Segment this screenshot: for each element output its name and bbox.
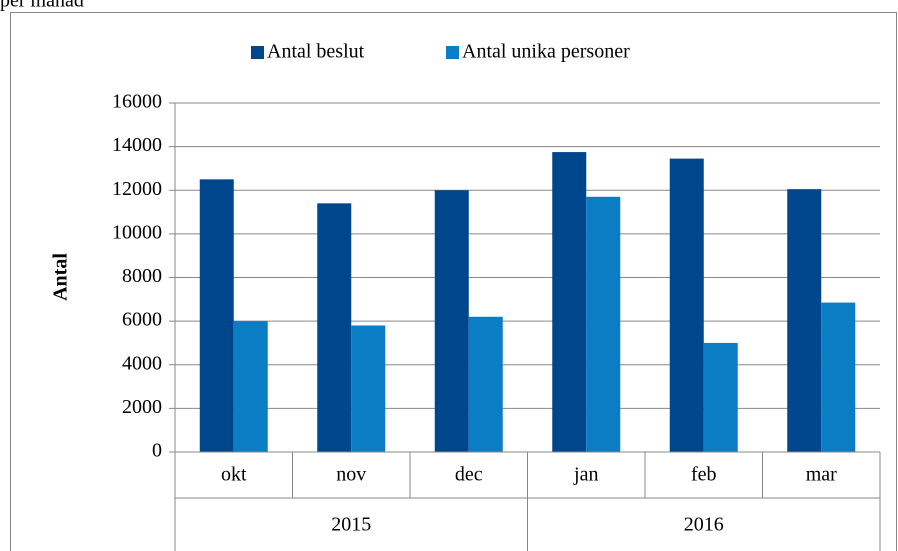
legend-label: Antal unika personer [462,41,630,63]
bar [233,321,268,452]
bar [351,325,386,452]
x-tick-label: dec [455,464,483,486]
legend-swatch [251,46,264,59]
bar [703,342,738,452]
bar [199,179,234,452]
y-tick-label: 6000 [122,309,162,331]
y-tick-label: 4000 [122,352,162,374]
x-tick-label: jan [573,464,598,486]
y-tick-label: 12000 [112,178,162,200]
x-tick-label: feb [691,464,717,486]
legend-swatch [446,46,459,59]
x-tick-label: nov [336,464,366,486]
bar [552,152,587,452]
x-group-label: 2015 [331,514,371,536]
y-tick-label: 16000 [112,91,162,113]
bar [317,203,352,452]
x-tick-label: mar [806,464,837,486]
y-tick-label: 8000 [122,265,162,287]
bar [669,158,704,452]
x-group-label: 2016 [684,514,724,536]
y-tick-label: 2000 [122,396,162,418]
bar [586,196,621,452]
y-axis-label: Antal [50,253,72,301]
caption: per månad [0,0,84,12]
y-tick-label: 0 [152,440,162,462]
bar [821,302,856,452]
y-tick-label: 10000 [112,221,162,243]
x-tick-label: okt [221,464,247,486]
bar [434,190,469,452]
bar [787,189,822,453]
y-tick-label: 14000 [112,134,162,156]
bar [468,316,503,452]
legend-label: Antal beslut [267,41,365,63]
